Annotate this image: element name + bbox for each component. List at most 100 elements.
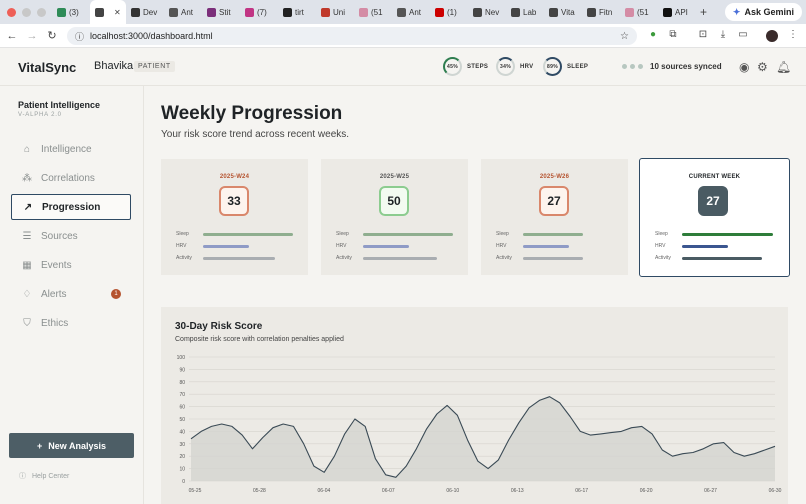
hrv-bar-label: HRV (336, 243, 347, 249)
browser-tab[interactable]: Ant (164, 0, 202, 24)
browser-menu-icon[interactable]: ⋮ (788, 29, 798, 40)
ask-gemini-button[interactable]: ✦ Ask Gemini (724, 3, 802, 21)
sleep-label: SLEEP (567, 63, 589, 70)
bookmark-star-icon[interactable]: ☆ (620, 30, 629, 42)
calendar-icon: ▦ (22, 259, 32, 271)
browser-toolbar: ← → ↻ ⓘ localhost:3000/dashboard.html ☆ … (0, 24, 806, 48)
browser-tab[interactable]: Uni (316, 0, 354, 24)
tab-label: Nev (485, 7, 500, 17)
browser-tab[interactable]: (51 (620, 0, 658, 24)
gemini-sparkle-icon: ✦ (732, 6, 741, 17)
sidebar-item-label: Events (41, 259, 72, 271)
tab-favicon-icon (321, 7, 330, 17)
risk-score-chart-card: 30-Day Risk Score Composite risk score w… (161, 307, 788, 504)
close-window-button[interactable] (7, 7, 16, 17)
activity-bar (523, 256, 583, 260)
browser-tab[interactable]: Lab (506, 0, 544, 24)
hrv-bar-label: HRV (176, 243, 187, 249)
hrv-bar (523, 244, 569, 248)
browser-tab[interactable]: Dev (126, 0, 164, 24)
browser-tab[interactable]: ✕ (90, 0, 126, 24)
browser-tab[interactable]: (1) (430, 0, 468, 24)
sleep-bar-row: Sleep (655, 231, 775, 237)
new-analysis-button[interactable]: + New Analysis (9, 433, 134, 458)
maximize-window-button[interactable] (37, 7, 46, 17)
browser-tab-strip: (3) ✕ Dev Ant Stit (7) tirt Uni (51 Ant (1) Nev Lab V… (0, 0, 806, 24)
tab-label: Ant (409, 7, 422, 17)
sidebar-item-ethics[interactable]: ⛉ Ethics (11, 310, 131, 336)
sleep-bar-label: Sleep (496, 231, 509, 237)
sleep-bar-row: Sleep (176, 231, 296, 237)
y-tick-label: 80 (179, 380, 185, 386)
y-tick-label: 0 (182, 479, 185, 485)
tab-label: Stit (219, 7, 231, 17)
tab-favicon-icon (587, 7, 596, 17)
extension-green-icon[interactable]: ● (649, 29, 657, 40)
week-label: 2025-W24 (219, 174, 250, 180)
week-risk-score: 33 (219, 186, 249, 216)
tab-favicon-icon (397, 7, 406, 17)
browser-tab[interactable]: (51 (354, 0, 392, 24)
shield-icon: ⛉ (23, 317, 31, 329)
y-tick-label: 10 (179, 467, 185, 473)
current-week-card[interactable]: CURRENT WEEK 27 Sleep HRV Activity (639, 158, 790, 277)
sleep-metric: 89% SLEEP (543, 57, 588, 76)
y-tick-label: 100 (177, 355, 186, 361)
cast-icon[interactable]: ▭ (738, 29, 748, 40)
back-arrow-icon[interactable]: ← (6, 29, 18, 42)
activity-bar-label: Activity (496, 255, 512, 261)
hrv-bar-row: HRV (655, 243, 775, 249)
browser-tab[interactable]: tirt (278, 0, 316, 24)
sidebar-item-alerts[interactable]: ♢ Alerts 1 (11, 281, 131, 307)
url-text: localhost:3000/dashboard.html (90, 31, 213, 41)
browser-tab[interactable]: Fitn (582, 0, 620, 24)
hrv-bar-label: HRV (496, 243, 507, 249)
browser-tab[interactable]: Vita (544, 0, 582, 24)
browser-tab[interactable]: Ant (392, 0, 430, 24)
sidebar-item-events[interactable]: ▦ Events (11, 252, 131, 278)
activity-bar-label: Activity (336, 255, 352, 261)
help-icon: ⓘ (19, 473, 26, 480)
address-bar[interactable]: ⓘ localhost:3000/dashboard.html ☆ (67, 27, 637, 45)
week-risk-score: 27 (698, 186, 728, 216)
sidebar-item-label: Progression (42, 201, 101, 213)
x-tick-label: 05-28 (253, 488, 266, 494)
new-tab-button[interactable]: + (700, 5, 708, 19)
screenshot-icon[interactable]: ⊡ (698, 29, 708, 40)
sidebar-item-label: Correlations (41, 172, 95, 184)
y-tick-label: 70 (179, 392, 185, 398)
sidebar-item-sources[interactable]: ☰ Sources (11, 223, 131, 249)
sidebar-item-correlations[interactable]: ⁂ Correlations (11, 165, 131, 191)
minimize-window-button[interactable] (22, 7, 31, 17)
browser-tab[interactable]: (3) (52, 0, 90, 24)
sync-status[interactable]: 10 sources synced (616, 58, 728, 75)
settings-gear-icon[interactable]: ⚙ (757, 60, 768, 74)
browser-tab[interactable]: (7) (240, 0, 278, 24)
notifications-bell-icon[interactable]: 🔔︎ (776, 60, 792, 74)
download-icon[interactable]: ⤓ (720, 29, 726, 40)
brand-logo[interactable]: VitalSync (18, 60, 77, 75)
site-info-icon[interactable]: ⓘ (75, 31, 85, 42)
tab-favicon-icon (473, 7, 482, 17)
reload-icon[interactable]: ↻ (47, 30, 57, 42)
browser-tab[interactable]: API (658, 0, 696, 24)
help-center-link[interactable]: ⓘ Help Center (19, 471, 69, 481)
sidebar-item-intelligence[interactable]: ⌂ Intelligence (11, 136, 131, 162)
browser-tab[interactable]: Nev (468, 0, 506, 24)
page-subtitle: Your risk score trend across recent week… (161, 129, 350, 140)
close-tab-icon[interactable]: ✕ (114, 7, 121, 17)
extensions-puzzle-icon[interactable]: ⧉ (669, 29, 677, 40)
sidebar-item-progression[interactable]: ↗ Progression (11, 194, 131, 220)
tab-favicon-icon (663, 7, 672, 17)
profile-avatar[interactable] (766, 30, 778, 42)
week-card[interactable]: 2025-W24 33 Sleep HRV Activity (161, 159, 308, 275)
forward-arrow-icon[interactable]: → (26, 29, 38, 42)
week-card[interactable]: 2025-W25 50 Sleep HRV Activity (321, 159, 468, 275)
hrv-bar-row: HRV (496, 243, 616, 249)
sync-dot-icon (630, 64, 635, 69)
browser-tab[interactable]: Stit (202, 0, 240, 24)
page-title: Weekly Progression (161, 103, 343, 124)
user-profile-icon[interactable]: ◉ (739, 60, 750, 74)
activity-bar (363, 256, 437, 260)
week-card[interactable]: 2025-W26 27 Sleep HRV Activity (481, 159, 628, 275)
